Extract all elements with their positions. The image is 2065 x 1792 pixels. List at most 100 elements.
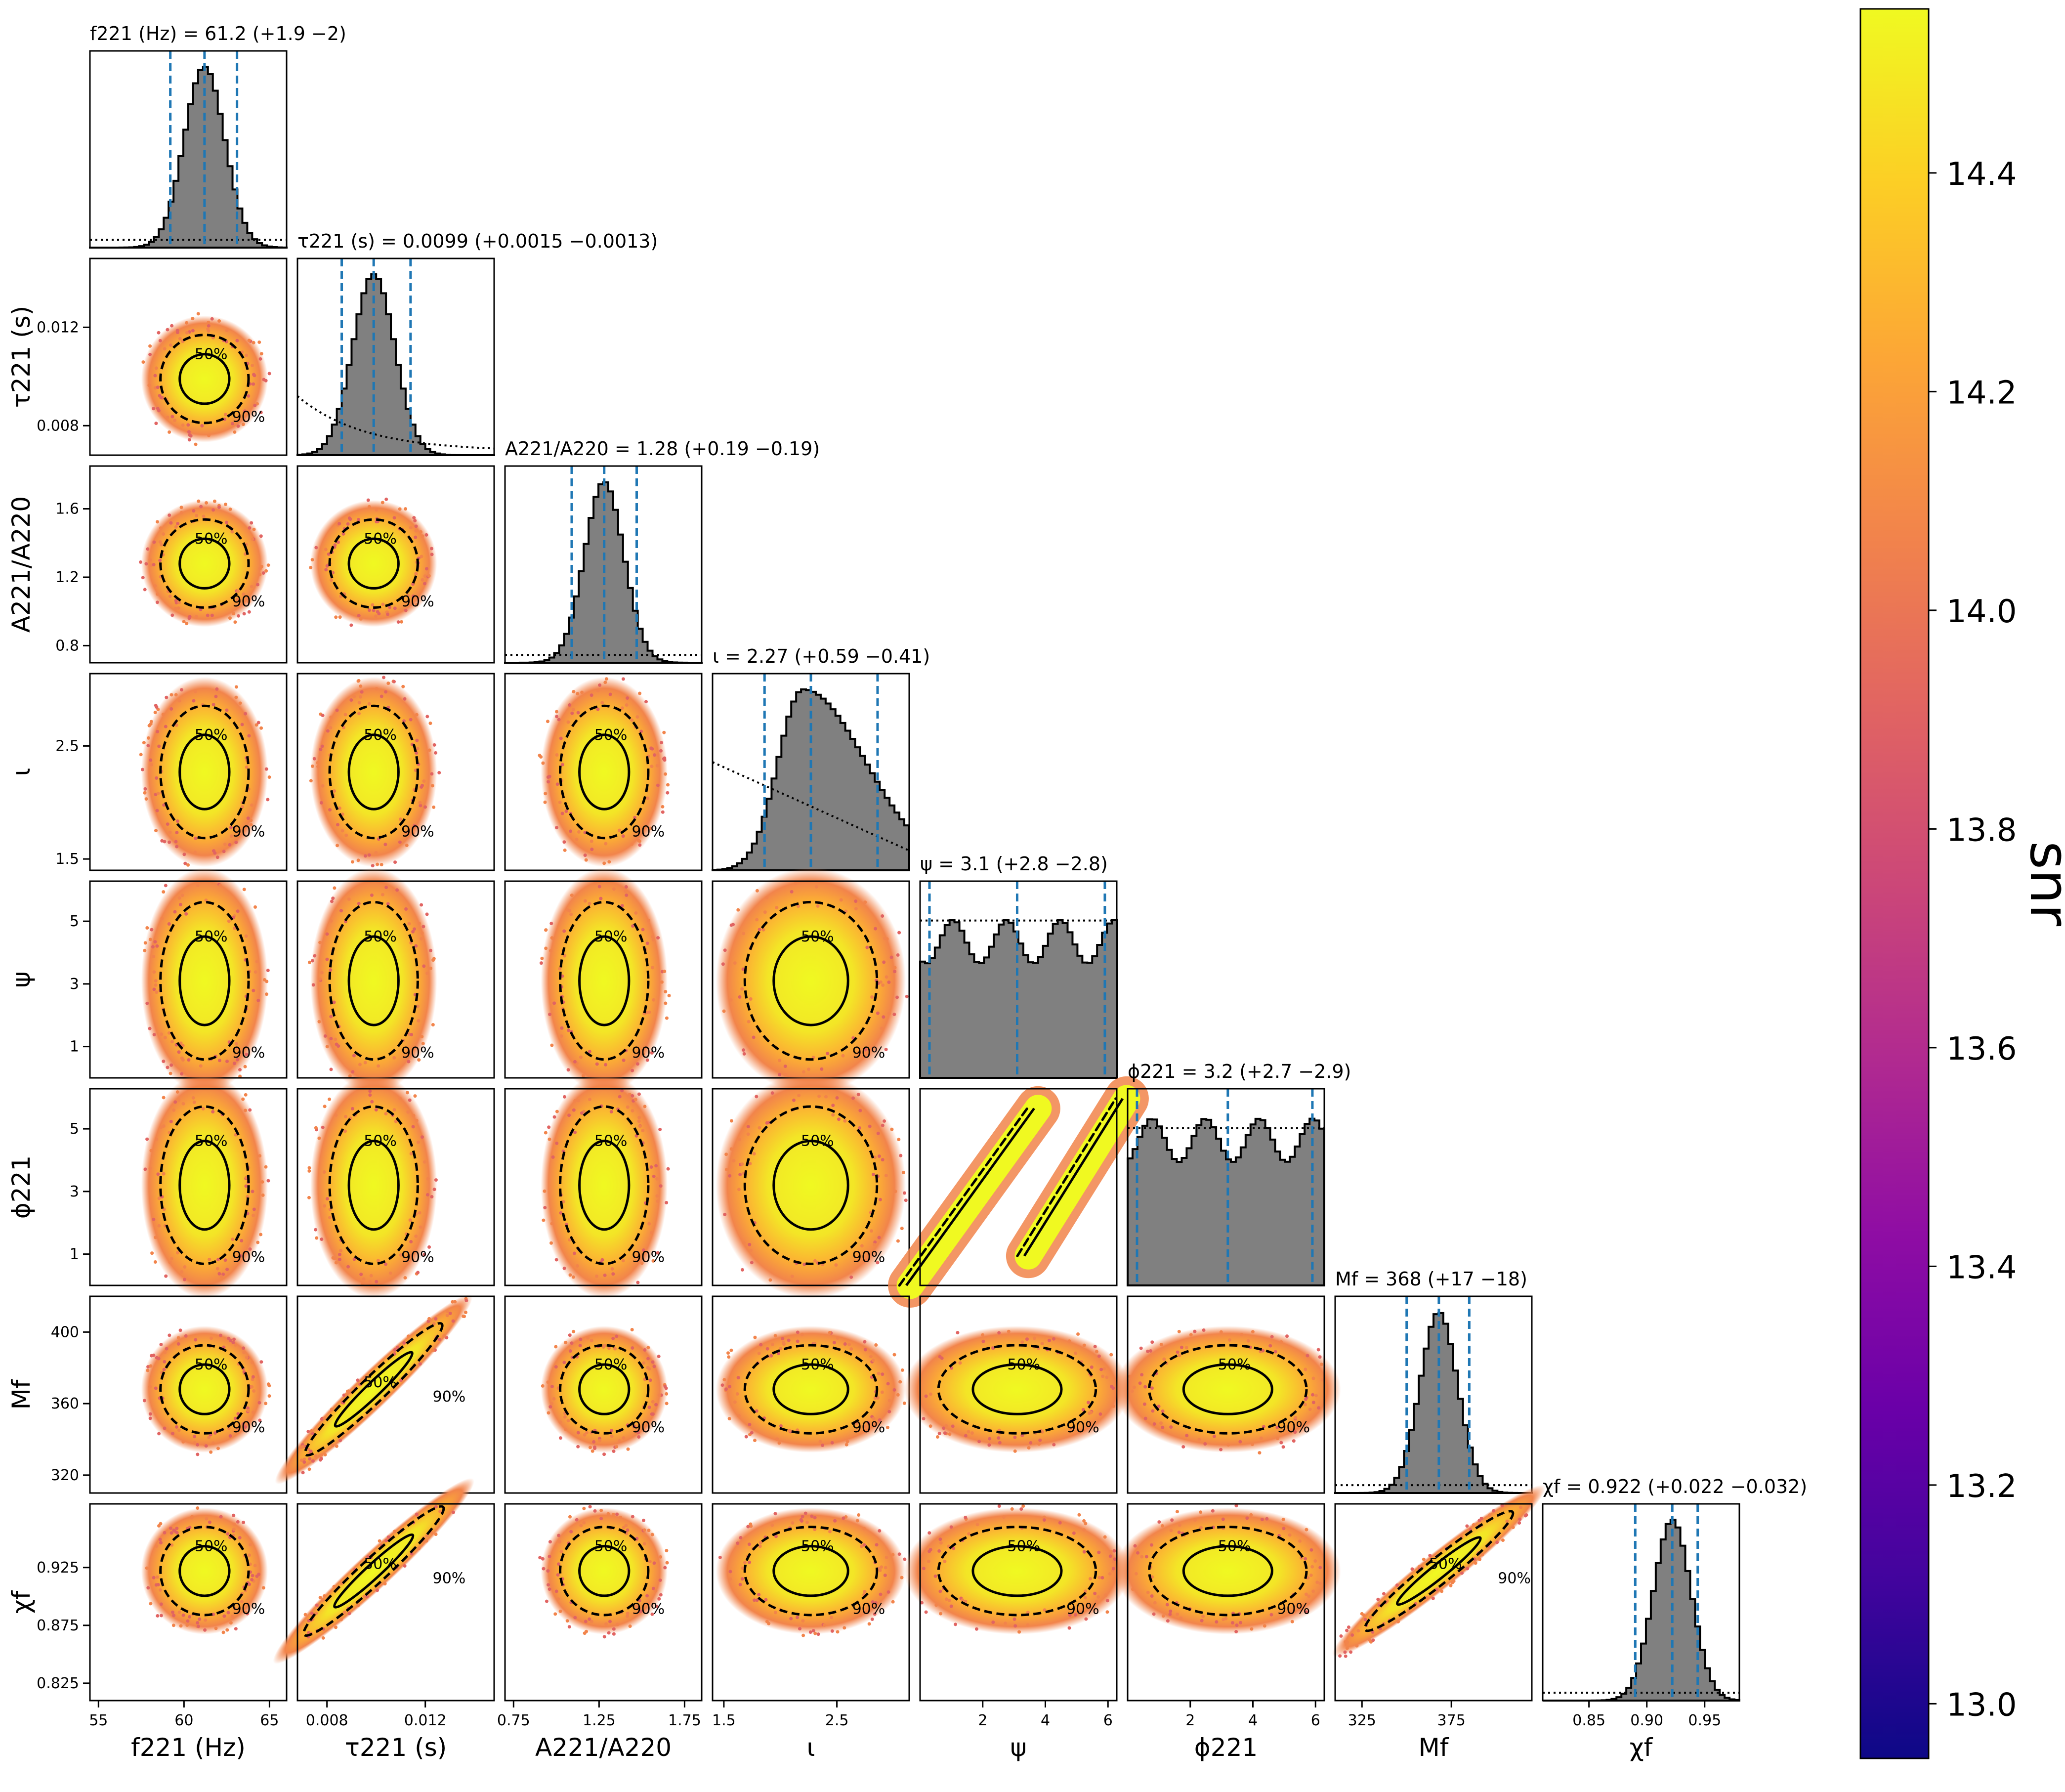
sample-point (777, 1441, 781, 1445)
sample-point (742, 1048, 746, 1052)
contour-50 (178, 353, 231, 405)
sample-point (849, 1275, 853, 1279)
sample-point (540, 956, 544, 960)
sample-point (180, 688, 184, 692)
sample-point (259, 1360, 263, 1364)
contour-50 (334, 1351, 414, 1428)
sample-point (312, 757, 316, 761)
sample-point (1202, 1328, 1206, 1332)
panel-frame (504, 465, 703, 664)
sample-point (746, 1132, 750, 1136)
sample-point (659, 1184, 663, 1188)
sample-point (162, 890, 166, 894)
sample-point (847, 1342, 851, 1346)
sample-point (434, 751, 438, 755)
sample-point (570, 711, 574, 715)
sample-point (578, 1344, 582, 1348)
sample-point (181, 1044, 185, 1048)
sample-point (570, 1341, 574, 1345)
histogram-chif (1543, 1519, 1740, 1702)
sample-point (386, 612, 390, 616)
sample-point (631, 1094, 634, 1098)
sample-point (149, 1149, 153, 1152)
sample-point (1239, 1621, 1243, 1624)
panel-iota-vs-A221_A220: 50%90% (504, 673, 703, 871)
sample-point (240, 723, 244, 726)
sample-point (159, 526, 163, 530)
sample-point (1317, 1406, 1321, 1410)
sample-point (1346, 1640, 1349, 1644)
sample-point (413, 824, 417, 828)
x-tick-label: 325 (1348, 1712, 1376, 1729)
sample-point (198, 1617, 202, 1621)
sample-point (259, 411, 263, 415)
sample-point (170, 1610, 174, 1614)
sample-point (308, 1457, 312, 1461)
x-tick-label: 6 (1103, 1712, 1113, 1729)
sample-point (763, 910, 767, 914)
sample-point (900, 1227, 904, 1231)
sample-point (377, 1064, 380, 1068)
sample-point (568, 1238, 572, 1242)
sample-point (635, 1062, 639, 1066)
sample-point (1150, 1594, 1154, 1598)
sample-point (174, 598, 178, 602)
sample-point (726, 1351, 730, 1355)
sample-point (381, 676, 385, 680)
sample-point (246, 816, 250, 820)
sample-point (371, 603, 375, 607)
sample-point (155, 1575, 159, 1579)
sample-point (431, 1348, 435, 1352)
contour-50 (772, 935, 849, 1026)
sample-point (550, 1384, 554, 1388)
sample-point (148, 1385, 152, 1389)
sample-point (208, 1257, 211, 1261)
sample-point (249, 823, 253, 827)
sample-point (406, 594, 410, 597)
sample-point (641, 1129, 645, 1133)
sample-point (1339, 1634, 1343, 1638)
sample-point (193, 1441, 197, 1445)
contour-50 (333, 1533, 415, 1609)
sample-point (546, 1569, 550, 1573)
sample-point (215, 1267, 219, 1271)
sample-point (150, 928, 154, 932)
sample-point (577, 830, 581, 834)
sample-point (646, 1365, 650, 1369)
sample-point (264, 569, 268, 573)
sample-point (856, 1093, 860, 1097)
sample-point (884, 1047, 888, 1051)
sample-point (896, 953, 900, 957)
sample-point (1305, 1610, 1308, 1614)
sample-point (231, 1237, 235, 1241)
sample-point (807, 1067, 811, 1071)
sample-point (327, 552, 331, 556)
sample-point (753, 1439, 757, 1443)
sample-point (167, 1031, 171, 1035)
sample-point (568, 1273, 572, 1277)
sample-point (156, 1172, 160, 1176)
sample-point (168, 840, 171, 844)
sample-point (155, 600, 159, 604)
sample-point (661, 805, 665, 809)
sample-point (548, 774, 551, 778)
sample-point (603, 1343, 607, 1347)
panel-iota-vs-f221: 50%90%1.52.5ι (7, 673, 288, 871)
sample-point (164, 1274, 168, 1278)
sample-point (394, 1119, 398, 1123)
sample-point (415, 603, 419, 607)
sample-point (750, 1431, 754, 1435)
sample-point (187, 438, 191, 442)
sample-point (626, 1105, 630, 1109)
sample-point (193, 851, 197, 854)
sample-point (592, 1445, 596, 1449)
sample-point (618, 1095, 622, 1099)
sample-point (1138, 1381, 1142, 1385)
contour-label-50: 50% (1007, 1538, 1040, 1555)
sample-point (584, 1620, 588, 1623)
sample-point (374, 851, 378, 854)
sample-point (749, 997, 753, 1001)
contour-90 (743, 1105, 879, 1265)
sample-point (252, 382, 255, 386)
